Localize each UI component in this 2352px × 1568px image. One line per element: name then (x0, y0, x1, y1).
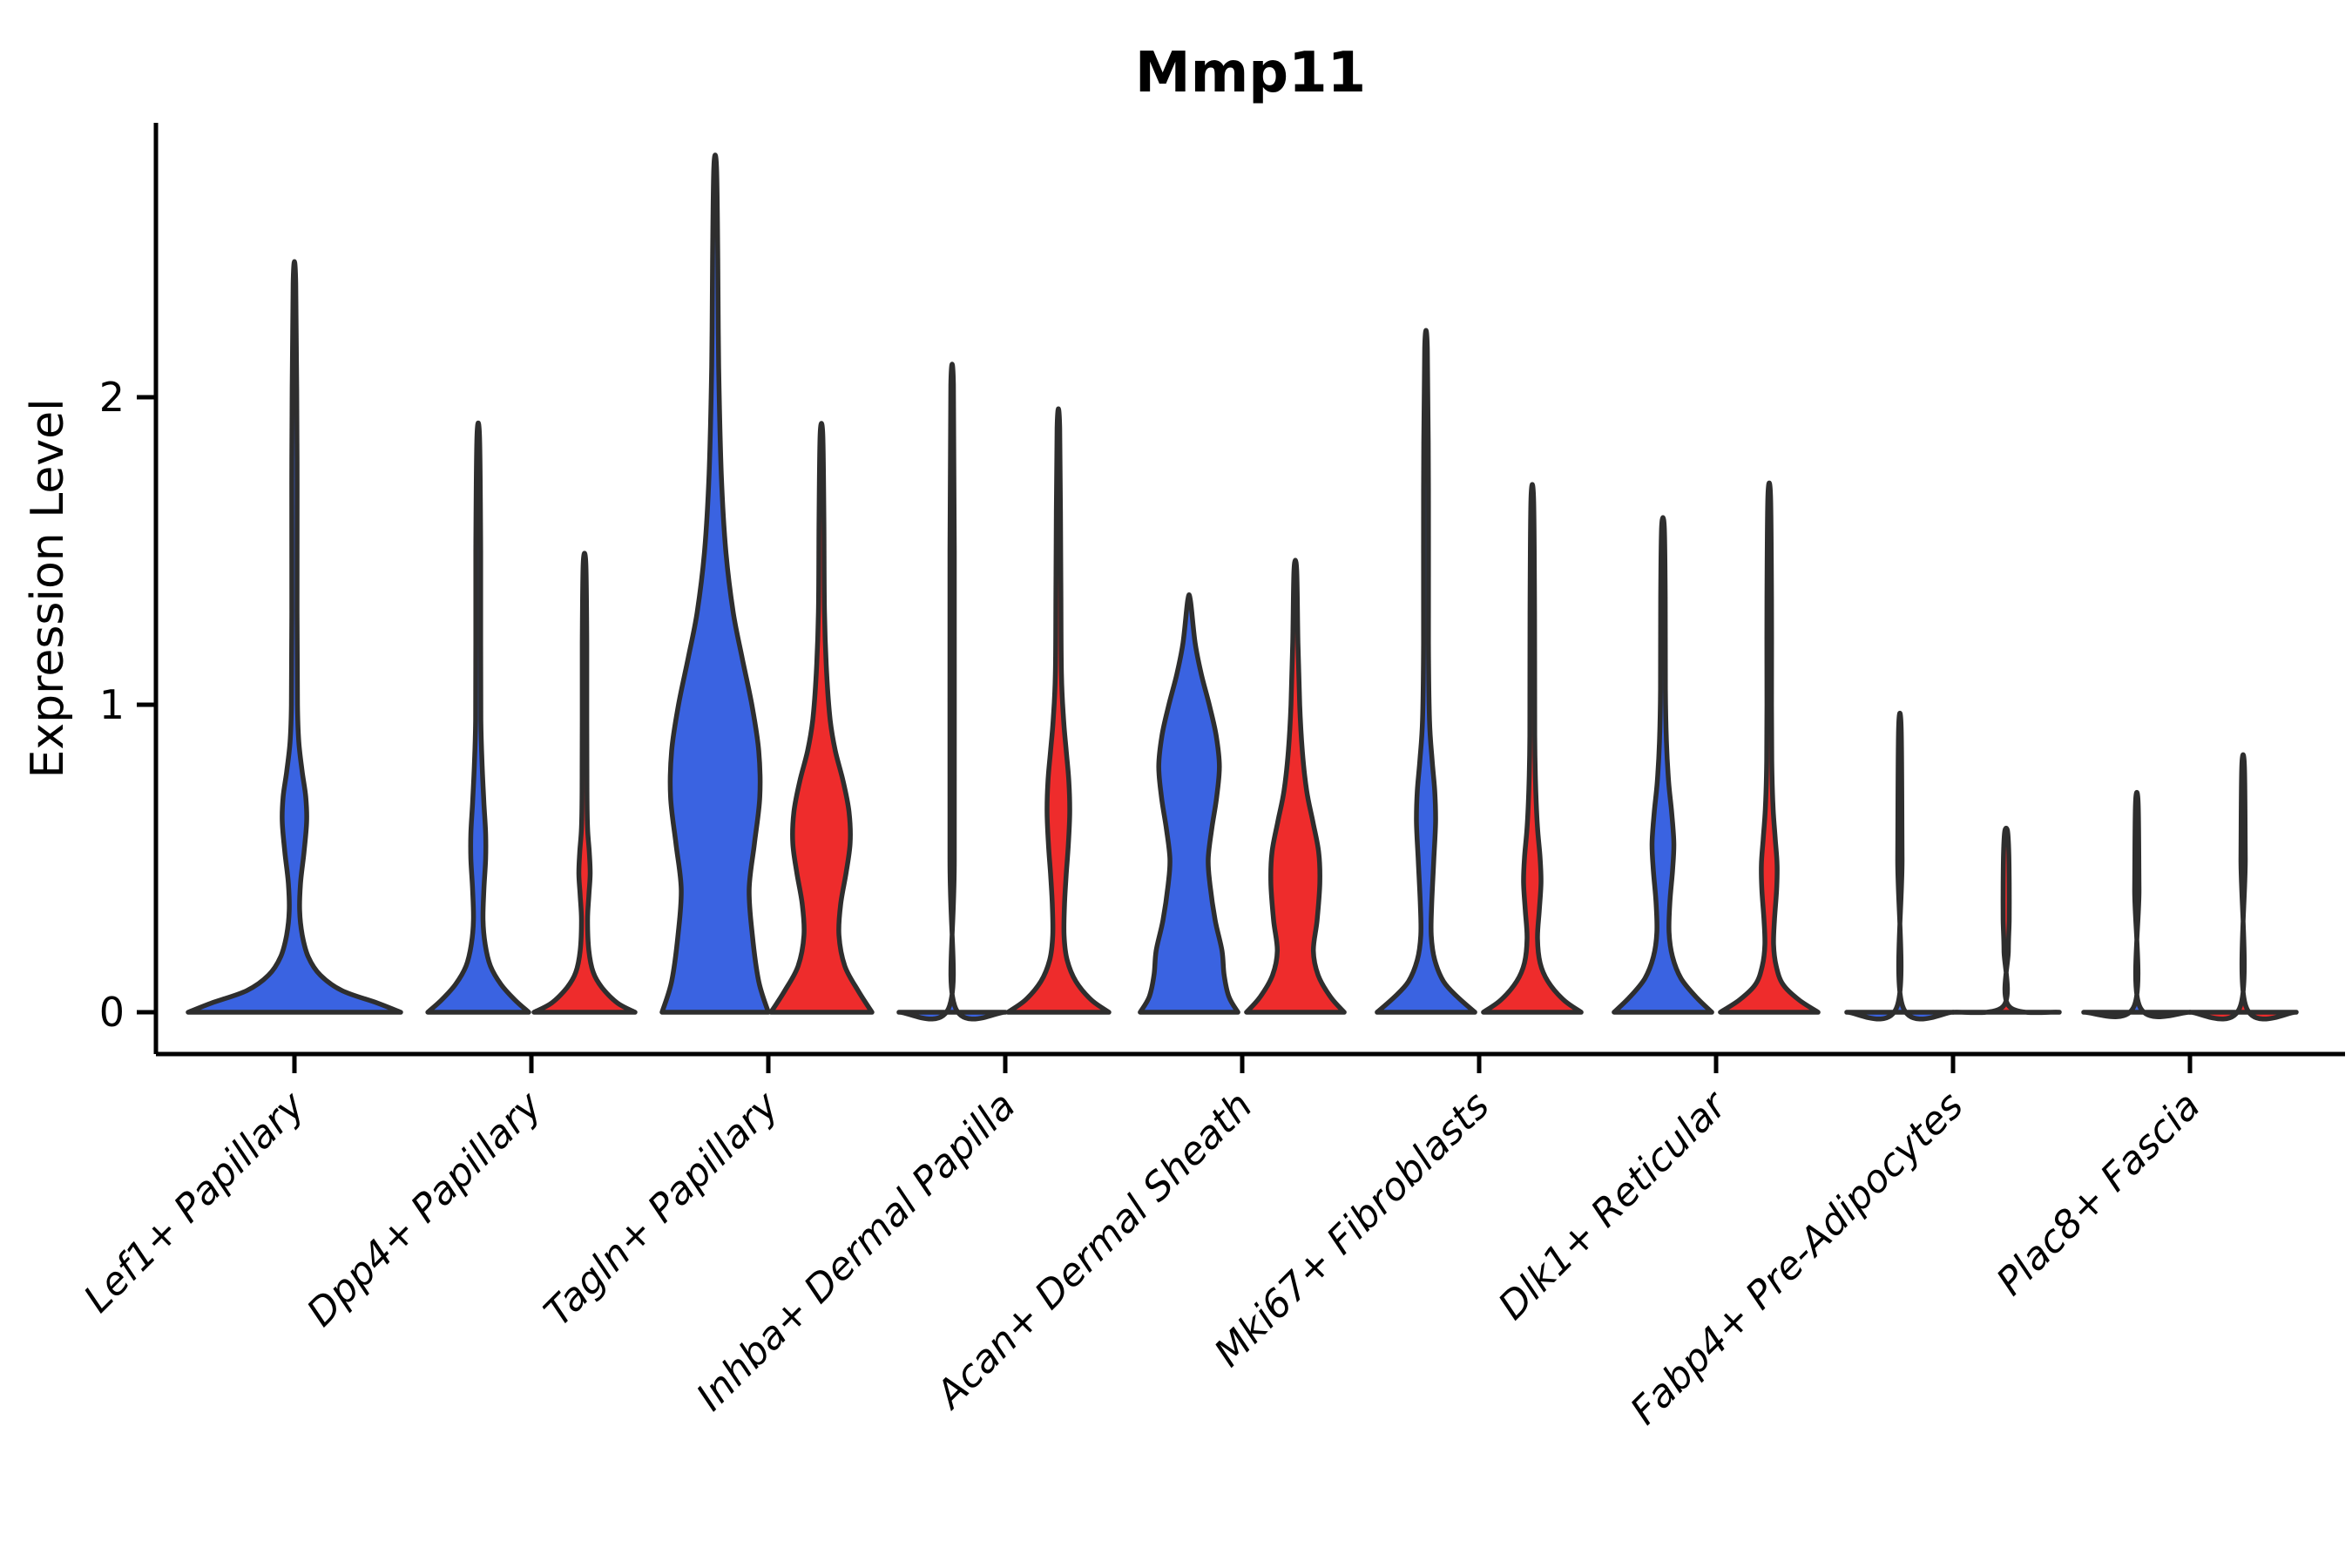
violin-dpp4-papillary-red (531, 551, 638, 1015)
violin-fabp4-pre-adipocytes-red (1950, 825, 2062, 1016)
violin-inhba-dermal-papilla-blue (896, 362, 1008, 1022)
x-tick-label-tagln-papillary: Tagln+ Papillary (536, 1083, 787, 1335)
violin-tagln-papillary-red (768, 421, 875, 1015)
violin-mki67-fibroblasts-blue (1375, 328, 1477, 1015)
violin-fabp4-pre-adipocytes-blue (1844, 710, 1956, 1022)
violin-tagln-papillary-blue (659, 152, 771, 1015)
violin-plac8-fascia-blue (2081, 789, 2193, 1019)
axes-layer (153, 123, 2345, 1057)
violin-plac8-fascia-red (2187, 752, 2299, 1022)
x-tick-label-dlk1-reticular: Dlk1+ Reticular (1490, 1082, 1736, 1328)
x-tick-label-mki67-fibroblasts: Mki67+ Fibroblasts (1206, 1084, 1497, 1375)
x-tick-label-plac8-fascia: Plac8+ Fascia (1988, 1084, 2208, 1304)
violin-mki67-fibroblasts-red (1481, 482, 1584, 1015)
violin-dlk1-reticular-blue (1612, 515, 1714, 1015)
y-tick-label-1: 1 (99, 681, 125, 728)
violin-lef1-papillary-blue (186, 259, 403, 1015)
y-axis-label: Expression Level (22, 398, 74, 778)
x-tick-label-lef1-papillary: Lef1+ Papillary (76, 1083, 314, 1321)
violin-inhba-dermal-papilla-red (1005, 406, 1112, 1015)
x-tick-label-dpp4-papillary: Dpp4+ Papillary (299, 1083, 551, 1335)
violin-dpp4-papillary-blue (425, 420, 531, 1015)
violin-acan-dermal-sheath-red (1244, 558, 1347, 1015)
y-tick-label-0: 0 (99, 989, 125, 1036)
plot-title: Mmp11 (1135, 41, 1366, 105)
violin-acan-dermal-sheath-blue (1138, 592, 1240, 1015)
y-tick-label-2: 2 (99, 374, 125, 421)
violin-dlk1-reticular-red (1718, 480, 1821, 1015)
violins-layer (186, 152, 2299, 1022)
